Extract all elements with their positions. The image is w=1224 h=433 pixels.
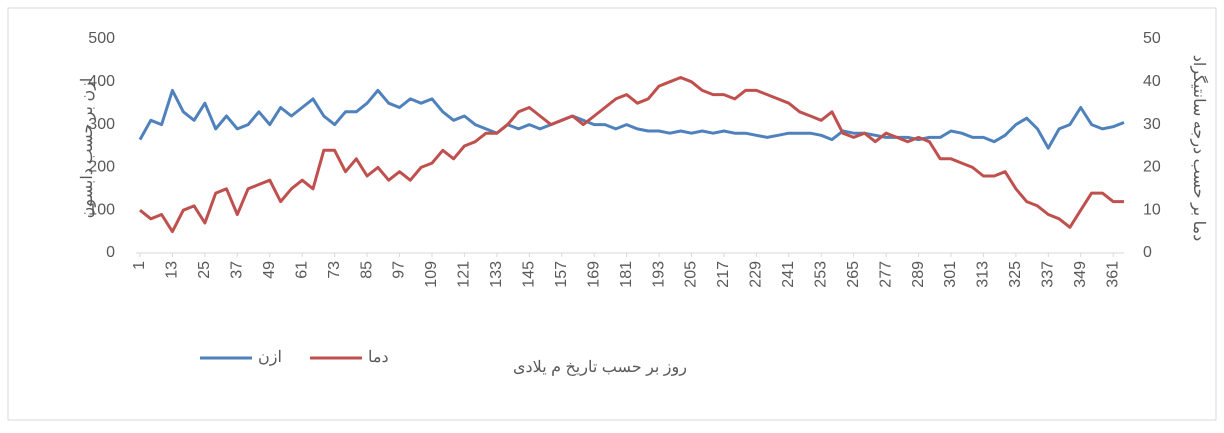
y-tick-label: 200 xyxy=(88,159,115,176)
y2-tick-label: 10 xyxy=(1143,201,1161,218)
x-tick-label: 277 xyxy=(877,261,894,288)
x-tick-label: 25 xyxy=(196,261,213,279)
y-tick-label: 100 xyxy=(88,201,115,218)
x-tick-label: 181 xyxy=(618,261,635,288)
x-tick-label: 1 xyxy=(131,261,148,270)
legend-label: ازن xyxy=(258,349,282,366)
x-tick-label: 13 xyxy=(164,261,181,279)
x-tick-label: 265 xyxy=(845,261,862,288)
x-tick-label: 97 xyxy=(391,261,408,279)
x-tick-label: 349 xyxy=(1072,261,1089,288)
x-tick-label: 109 xyxy=(423,261,440,288)
x-tick-label: 205 xyxy=(683,261,700,288)
x-tick-label: 37 xyxy=(229,261,246,279)
x-tick-label: 313 xyxy=(975,261,992,288)
x-tick-label: 301 xyxy=(942,261,959,288)
y2-tick-label: 0 xyxy=(1143,244,1152,261)
y2-tick-label: 30 xyxy=(1143,116,1161,133)
y2-title: دما بر حسب درجه سانتیگراد xyxy=(1190,55,1209,241)
chart-frame xyxy=(7,7,1217,421)
x-title: روز بر حسب تاریخ م یلادی xyxy=(513,359,687,376)
x-tick-label: 133 xyxy=(488,261,505,288)
x-tick-label: 157 xyxy=(553,261,570,288)
x-tick-label: 169 xyxy=(585,261,602,288)
x-tick-label: 85 xyxy=(358,261,375,279)
x-tick-label: 325 xyxy=(1007,261,1024,288)
x-tick-label: 73 xyxy=(326,261,343,279)
x-tick-label: 61 xyxy=(293,261,310,279)
series-line xyxy=(138,88,1125,150)
series-line xyxy=(139,76,1124,234)
x-tick-label: 361 xyxy=(1104,261,1121,288)
x-tick-label: 253 xyxy=(812,261,829,288)
y2-tick-label: 50 xyxy=(1143,30,1161,47)
y2-tick-label: 40 xyxy=(1143,73,1161,90)
y-tick-label: 500 xyxy=(88,30,115,47)
y-tick-label: 400 xyxy=(88,73,115,90)
y-title: ازن بر حسب دابسون xyxy=(79,78,96,219)
x-tick-label: 121 xyxy=(456,261,473,288)
x-tick-label: 229 xyxy=(748,261,765,288)
x-tick-label: 49 xyxy=(261,261,278,279)
x-tick-label: 217 xyxy=(715,261,732,288)
x-tick-label: 145 xyxy=(520,261,537,288)
x-tick-label: 289 xyxy=(910,261,927,288)
y2-tick-label: 20 xyxy=(1143,159,1161,176)
x-tick-label: 337 xyxy=(1040,261,1057,288)
y-tick-label: 300 xyxy=(88,116,115,133)
legend-label: دما xyxy=(368,349,389,366)
x-tick-label: 193 xyxy=(650,261,667,288)
y-tick-label: 0 xyxy=(106,244,115,261)
x-tick-label: 241 xyxy=(780,261,797,288)
